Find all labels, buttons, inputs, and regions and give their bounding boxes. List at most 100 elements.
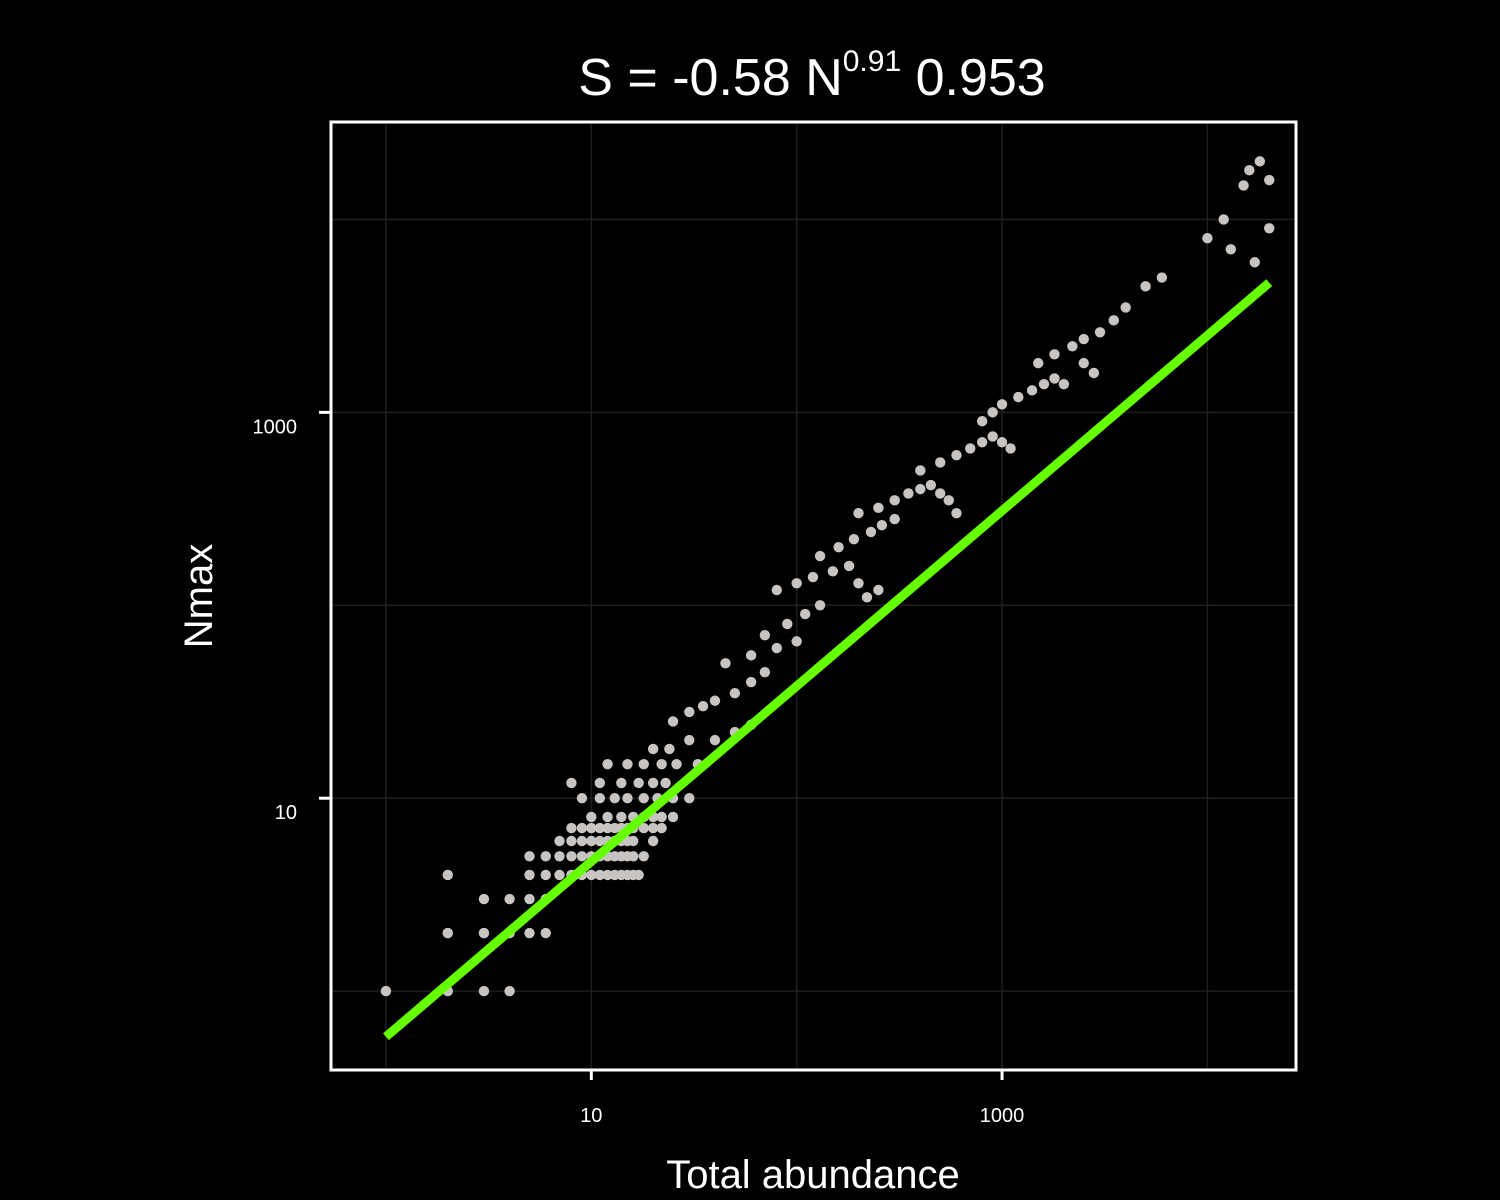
scatter-point: [1058, 378, 1070, 390]
scatter-point: [853, 578, 864, 589]
scatter-point: [656, 759, 667, 770]
scatter-point: [647, 835, 659, 847]
scatter-point: [1249, 257, 1260, 268]
scatter-point: [996, 437, 1008, 448]
scatter-point: [647, 743, 659, 755]
scatter-point: [638, 792, 649, 804]
scatter-point: [782, 618, 793, 630]
scatter-point: [576, 792, 588, 804]
scatter-point: [848, 534, 860, 545]
scatter-point: [1108, 315, 1119, 326]
scatter-point: [1094, 327, 1106, 338]
scatter-point: [586, 835, 597, 847]
scatter-point: [1238, 180, 1249, 191]
scatter-point: [1078, 333, 1089, 345]
scatter-point: [576, 822, 588, 834]
scatter-point: [791, 578, 802, 589]
scatter-point: [602, 869, 613, 881]
scatter-point: [524, 869, 535, 881]
scatter-point: [660, 777, 671, 789]
scatter-point: [987, 407, 998, 418]
scatter-point: [1202, 232, 1213, 244]
plot-panel-border: [329, 120, 1298, 1072]
scatter-point: [915, 483, 926, 495]
scatter-point: [478, 893, 490, 905]
scatter-point: [697, 700, 709, 712]
scatter-point: [709, 734, 721, 746]
scatter-point: [576, 835, 588, 847]
scatter-point: [943, 495, 954, 506]
scatter-point: [594, 835, 606, 847]
scatter-point: [594, 869, 606, 881]
scatter-point: [540, 851, 551, 862]
scatter-point: [478, 927, 490, 939]
scatter-point: [628, 851, 639, 862]
scatter-point: [554, 835, 565, 847]
scatter-point: [380, 985, 392, 997]
chart-title-main: S = -0.58 N: [578, 49, 842, 107]
scatter-point: [667, 716, 679, 727]
scatter-point: [566, 822, 577, 834]
scatter-point: [1140, 281, 1151, 292]
scatter-point: [664, 743, 675, 755]
scatter-point: [799, 608, 811, 620]
scatter-point: [807, 571, 819, 583]
scatter-point: [586, 811, 597, 823]
scatter-point: [951, 449, 962, 461]
scatter-point: [616, 811, 627, 823]
scatter-point: [684, 734, 695, 746]
scatter-point: [861, 592, 873, 603]
scatter-point: [616, 777, 627, 789]
scatter-point: [684, 792, 695, 804]
scatter-point: [729, 688, 741, 699]
scatter-point: [833, 542, 844, 553]
scatter-point: [1005, 443, 1016, 454]
scatter-point: [843, 560, 855, 572]
scatter-point: [1218, 214, 1229, 225]
scatter-point: [566, 777, 577, 789]
scatter-point: [1254, 156, 1266, 167]
chart-title: S = -0.58 N0.91 0.953: [578, 45, 1045, 107]
scatter-point: [1244, 165, 1255, 176]
scatter-point: [602, 759, 613, 770]
scatter-point: [594, 792, 606, 804]
scatter-point: [667, 811, 679, 823]
scatter-point: [720, 658, 731, 669]
scatter-point: [1078, 357, 1089, 369]
scatter-point: [442, 869, 453, 881]
scatter-point: [771, 584, 782, 596]
scatter-point: [594, 777, 606, 789]
scatter-point: [1067, 341, 1078, 352]
scatter-point: [622, 792, 633, 804]
scatter-point: [524, 893, 535, 905]
scatter-point: [889, 495, 900, 506]
y-axis-ticks: 10 1000: [253, 410, 331, 824]
scatter-point: [576, 851, 588, 862]
fit-line-group: [383, 279, 1273, 1041]
scatter-point: [903, 488, 914, 499]
scatter-point: [987, 431, 998, 442]
scatter-point: [602, 822, 613, 834]
scatter-point: [925, 479, 937, 491]
scatter-point: [656, 811, 667, 823]
scatter-point: [656, 822, 667, 834]
scatter-point: [935, 488, 946, 499]
scatter-point: [638, 851, 649, 862]
scatter-point: [873, 584, 884, 596]
y-axis-title: Nmax: [177, 544, 221, 648]
scatter-point: [759, 629, 771, 641]
scatter-point: [951, 508, 962, 519]
scatter-point: [965, 443, 976, 454]
scatter-point: [876, 520, 888, 531]
scatter-point: [524, 927, 535, 939]
scatter-point: [622, 759, 633, 770]
scatter-point: [1264, 174, 1275, 186]
x-axis-title: Total abundance: [666, 1153, 960, 1197]
scatter-point: [540, 927, 551, 939]
chart-title-tail: 0.953: [901, 49, 1046, 107]
scatter-point: [594, 822, 606, 834]
scatter-point: [1120, 302, 1131, 313]
scatter-point: [873, 502, 884, 514]
scatter-point: [524, 851, 535, 862]
